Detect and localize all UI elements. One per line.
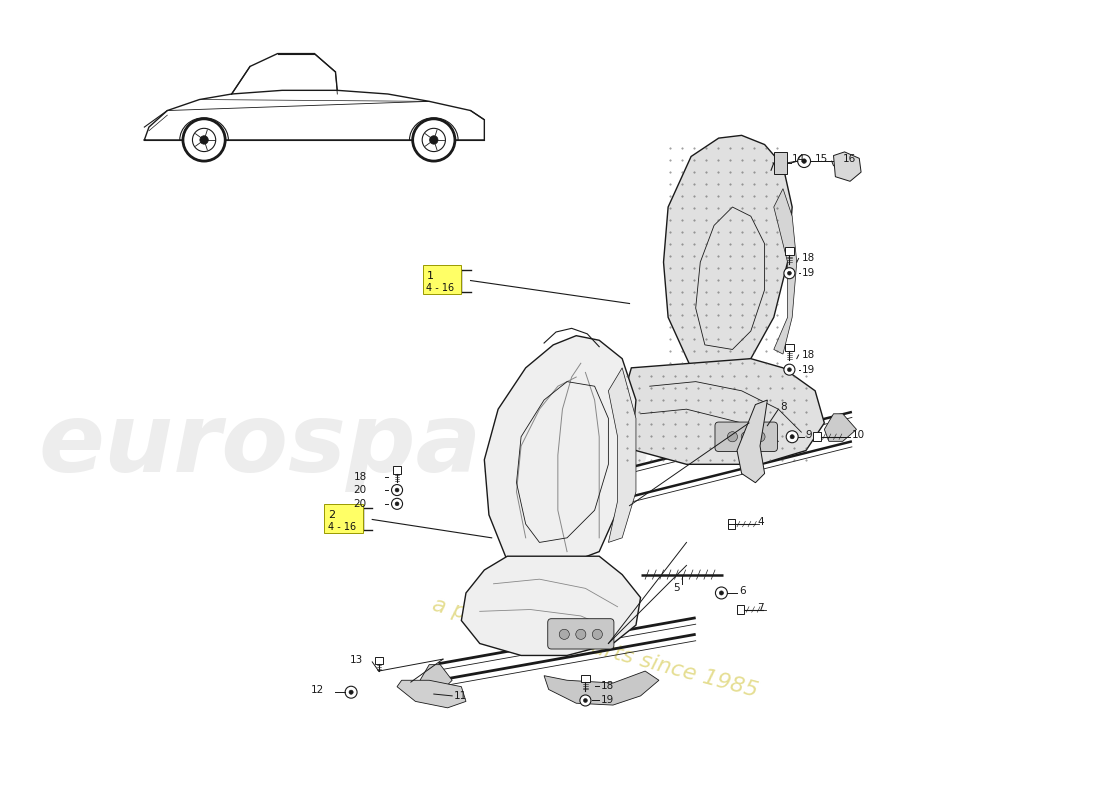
Circle shape	[802, 159, 806, 163]
FancyBboxPatch shape	[422, 265, 461, 294]
Circle shape	[784, 268, 795, 278]
Circle shape	[583, 698, 587, 702]
Text: 16: 16	[843, 154, 856, 164]
Circle shape	[430, 136, 438, 144]
Text: 4: 4	[757, 518, 763, 527]
Circle shape	[786, 430, 799, 442]
Polygon shape	[737, 400, 768, 482]
Text: 18: 18	[802, 254, 815, 263]
Circle shape	[715, 587, 727, 599]
FancyBboxPatch shape	[773, 152, 786, 174]
Circle shape	[349, 690, 353, 694]
Text: 20: 20	[353, 485, 366, 495]
Text: 4 - 16: 4 - 16	[427, 283, 454, 293]
Circle shape	[727, 432, 737, 442]
Text: 20: 20	[353, 499, 366, 509]
FancyBboxPatch shape	[393, 466, 402, 474]
Text: 7: 7	[757, 602, 763, 613]
Polygon shape	[484, 336, 636, 567]
Text: 19: 19	[802, 365, 815, 374]
FancyBboxPatch shape	[715, 422, 778, 451]
FancyBboxPatch shape	[324, 504, 363, 534]
Circle shape	[719, 591, 724, 595]
Polygon shape	[608, 368, 636, 542]
Polygon shape	[576, 475, 608, 506]
Polygon shape	[397, 680, 466, 708]
Text: 12: 12	[311, 686, 324, 695]
Circle shape	[741, 432, 751, 442]
Circle shape	[755, 432, 766, 442]
Circle shape	[345, 686, 358, 698]
Text: 13: 13	[350, 655, 363, 665]
FancyBboxPatch shape	[581, 674, 590, 682]
Circle shape	[395, 502, 399, 506]
Circle shape	[784, 364, 795, 375]
Circle shape	[798, 154, 811, 167]
Circle shape	[790, 434, 794, 439]
Polygon shape	[461, 556, 640, 655]
FancyBboxPatch shape	[737, 605, 745, 614]
Text: 14: 14	[792, 154, 805, 164]
Text: 6: 6	[739, 586, 746, 596]
Circle shape	[575, 630, 586, 639]
Text: 5: 5	[673, 583, 680, 594]
Circle shape	[592, 630, 603, 639]
Circle shape	[395, 488, 399, 492]
Text: 19: 19	[601, 695, 614, 706]
Circle shape	[559, 630, 570, 639]
Polygon shape	[663, 135, 792, 373]
Polygon shape	[834, 152, 861, 182]
FancyBboxPatch shape	[785, 247, 794, 255]
Text: 18: 18	[601, 681, 614, 690]
Text: 2: 2	[328, 510, 336, 520]
Text: 10: 10	[851, 430, 865, 440]
Circle shape	[412, 119, 455, 161]
Text: 18: 18	[353, 472, 366, 482]
Circle shape	[788, 271, 791, 275]
Circle shape	[392, 498, 403, 510]
Text: 15: 15	[815, 154, 828, 164]
Text: 18: 18	[802, 350, 815, 360]
Circle shape	[183, 119, 226, 161]
FancyBboxPatch shape	[548, 618, 614, 649]
Text: eurospares: eurospares	[39, 399, 654, 493]
FancyBboxPatch shape	[813, 432, 821, 442]
Text: 11: 11	[454, 691, 467, 701]
Text: 4 - 16: 4 - 16	[328, 522, 356, 532]
Text: 1: 1	[427, 271, 433, 281]
Polygon shape	[544, 671, 659, 705]
Text: 8: 8	[780, 402, 786, 412]
FancyBboxPatch shape	[785, 344, 794, 351]
Polygon shape	[617, 358, 824, 464]
Text: 19: 19	[802, 268, 815, 278]
FancyBboxPatch shape	[728, 519, 735, 529]
Polygon shape	[773, 189, 796, 354]
Circle shape	[788, 368, 791, 372]
Text: 9: 9	[805, 430, 812, 440]
FancyBboxPatch shape	[375, 658, 383, 664]
Text: a passion for parts since 1985: a passion for parts since 1985	[430, 595, 760, 702]
Polygon shape	[420, 665, 452, 694]
Circle shape	[580, 695, 591, 706]
Polygon shape	[824, 414, 857, 442]
Circle shape	[392, 485, 403, 495]
Circle shape	[200, 136, 208, 144]
